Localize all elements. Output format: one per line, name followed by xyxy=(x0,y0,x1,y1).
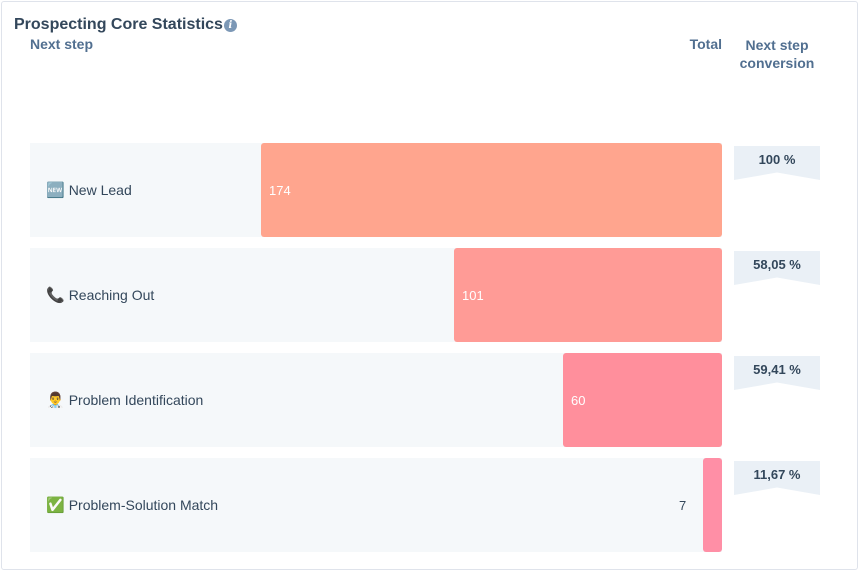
funnel-row[interactable]: 👨‍⚕️ Problem Identification 60 xyxy=(30,353,722,447)
column-header-total: Total xyxy=(689,36,722,52)
funnel-bar[interactable] xyxy=(563,353,722,447)
conversion-badge: 59,41 % xyxy=(734,356,820,390)
report-title: Prospecting Core Statistics i xyxy=(14,16,237,34)
conversion-badge: 58,05 % xyxy=(734,251,820,285)
funnel-bar[interactable] xyxy=(261,143,722,237)
conversion-badge: 11,67 % xyxy=(734,461,820,495)
health-worker-icon: 👨‍⚕️ xyxy=(46,391,65,409)
check-mark-icon: ✅ xyxy=(46,496,65,514)
funnel-stage-name: Reaching Out xyxy=(68,287,155,303)
funnel-stage-name: Problem Identification xyxy=(68,392,204,408)
report-title-text: Prospecting Core Statistics xyxy=(14,16,223,33)
funnel-row-label: ✅ Problem-Solution Match xyxy=(46,458,218,552)
funnel-row-label: 👨‍⚕️ Problem Identification xyxy=(46,353,203,447)
funnel-row-label: 📞 Reaching Out xyxy=(46,248,154,342)
funnel-bar-value: 60 xyxy=(571,392,586,408)
column-header-conversion: Next step conversion xyxy=(734,36,820,72)
column-header-step: Next step xyxy=(30,36,94,52)
telephone-icon: 📞 xyxy=(46,286,65,304)
funnel-bar-value: 101 xyxy=(462,287,484,303)
funnel-row[interactable]: ✅ Problem-Solution Match 7 xyxy=(30,458,722,552)
funnel-stage-name: Problem-Solution Match xyxy=(68,497,219,513)
new-badge-icon: 🆕 xyxy=(46,181,65,199)
funnel-row[interactable]: 🆕 New Lead 174 xyxy=(30,143,722,237)
funnel-stage-name: New Lead xyxy=(68,182,132,198)
funnel-bar-value: 7 xyxy=(679,497,687,513)
column-header-conversion-line1: Next step xyxy=(745,37,809,53)
funnel-row-label: 🆕 New Lead xyxy=(46,143,132,237)
conversion-badge: 100 % xyxy=(734,146,820,180)
funnel-row[interactable]: 📞 Reaching Out 101 xyxy=(30,248,722,342)
funnel-bar-value: 174 xyxy=(269,182,291,198)
funnel-bar[interactable] xyxy=(454,248,722,342)
info-icon[interactable]: i xyxy=(223,18,237,32)
funnel-bar[interactable] xyxy=(703,458,722,552)
column-header-conversion-line2: conversion xyxy=(739,55,815,71)
